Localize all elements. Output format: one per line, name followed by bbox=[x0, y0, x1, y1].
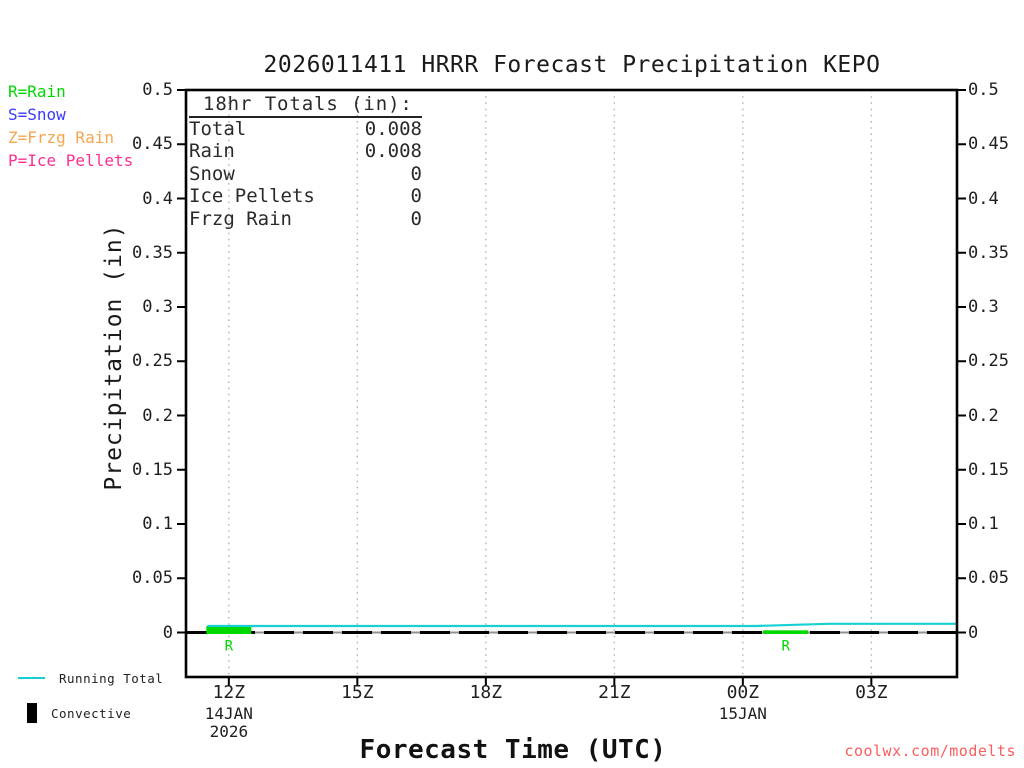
totals-row-label: Frzg Rain bbox=[189, 207, 292, 230]
totals-row-label: Ice Pellets bbox=[189, 185, 315, 208]
series-legend-item: Running Total bbox=[14, 666, 163, 690]
chart-title: 2026011411 HRRR Forecast Precipitation K… bbox=[263, 52, 881, 78]
y-tick-label-left: 0.3 bbox=[142, 297, 173, 317]
totals-row-label: Total bbox=[189, 118, 247, 140]
y-tick-label-left: 0.1 bbox=[142, 514, 173, 534]
ptype-legend-item: R=Rain bbox=[8, 82, 66, 101]
totals-row: Rain 0.008 bbox=[189, 140, 422, 162]
totals-row: Frzg Rain 0 bbox=[189, 208, 422, 230]
totals-row: Total 0.008 bbox=[189, 118, 422, 140]
y-tick-label-left: 0.45 bbox=[132, 134, 173, 155]
rain-marker: R bbox=[225, 639, 234, 655]
totals-row-label: Snow bbox=[189, 162, 235, 185]
y-tick-label-right: 0.3 bbox=[968, 297, 999, 317]
totals-box: 18hr Totals (in): Total 0.008 Rain 0.008 Sno… bbox=[189, 92, 422, 230]
y-tick-label-right: 0.45 bbox=[968, 134, 1009, 155]
ptype-legend-item: Z=Frzg Rain bbox=[8, 128, 114, 147]
totals-row-value: 0.008 bbox=[364, 118, 422, 140]
ptype-legend-item: S=Snow bbox=[8, 105, 66, 124]
y-tick-label-left: 0.2 bbox=[142, 405, 173, 426]
precip-type-legend: R=Rain S=Snow Z=Frzg Rain P=Ice Pellets bbox=[8, 80, 133, 172]
totals-row: Ice Pellets 0 bbox=[189, 185, 422, 207]
y-tick-label-left: 0 bbox=[162, 622, 173, 643]
watermark: coolwx.com/modelts bbox=[844, 742, 1016, 760]
x-date-label: 2026 bbox=[209, 722, 249, 741]
rain-bar bbox=[763, 630, 809, 634]
totals-row-label: Rain bbox=[189, 140, 235, 163]
y-tick-label-right: 0.1 bbox=[968, 514, 999, 534]
y-tick-label-left: 0.25 bbox=[132, 351, 173, 372]
x-tick-label: 03Z bbox=[855, 682, 888, 703]
x-tick-label: 15Z bbox=[341, 682, 374, 703]
x-date-label: 14JAN bbox=[204, 704, 253, 723]
y-tick-label-right: 0.05 bbox=[968, 568, 1009, 589]
series-legend-item: Convective bbox=[14, 701, 163, 725]
x-axis-title: Forecast Time (UTC) bbox=[359, 735, 667, 765]
y-tick-label-left: 0.05 bbox=[132, 568, 173, 589]
totals-row-value: 0.008 bbox=[364, 140, 422, 163]
series-legend: Running Total Convective bbox=[14, 666, 163, 736]
series-legend-label: Convective bbox=[51, 705, 132, 721]
totals-row-value: 0 bbox=[410, 162, 422, 185]
series-legend-label: Running Total bbox=[59, 670, 164, 686]
y-tick-label-right: 0.15 bbox=[968, 459, 1009, 480]
x-date-label: 15JAN bbox=[718, 704, 767, 723]
y-tick-label-left: 0.35 bbox=[132, 242, 173, 263]
totals-row-value: 0 bbox=[410, 185, 422, 208]
y-tick-label-right: 0.4 bbox=[968, 188, 999, 209]
totals-rows: Total 0.008 Rain 0.008 Snow 0 Ice Pellets 0 Frzg… bbox=[189, 118, 422, 230]
y-tick-label-left: 0.4 bbox=[142, 188, 173, 209]
ptype-legend-item: P=Ice Pellets bbox=[8, 151, 134, 170]
running-total-swatch bbox=[18, 677, 45, 679]
y-tick-label-right: 0.35 bbox=[968, 242, 1009, 263]
running-total-line bbox=[207, 622, 957, 628]
rain-bar bbox=[206, 625, 252, 634]
x-tick-label: 00Z bbox=[726, 682, 760, 703]
totals-header: 18hr Totals (in): bbox=[189, 92, 422, 118]
y-tick-label-right: 0.2 bbox=[968, 405, 999, 426]
totals-row: Snow 0 bbox=[189, 163, 422, 185]
y-tick-label-right: 0 bbox=[968, 622, 979, 643]
x-tick-label: 12Z bbox=[212, 682, 246, 703]
convective-swatch bbox=[27, 703, 37, 723]
x-tick-label: 21Z bbox=[598, 682, 631, 703]
y-tick-label-left: 0.15 bbox=[132, 459, 173, 480]
y-tick-label-right: 0.25 bbox=[968, 351, 1009, 372]
x-tick-label: 18Z bbox=[469, 682, 503, 703]
plot-frame bbox=[184, 88, 959, 679]
totals-row-value: 0 bbox=[410, 207, 422, 230]
rain-marker: R bbox=[781, 639, 790, 655]
y-tick-label-left: 0.5 bbox=[142, 80, 173, 100]
y-tick-label-right: 0.5 bbox=[968, 80, 999, 100]
